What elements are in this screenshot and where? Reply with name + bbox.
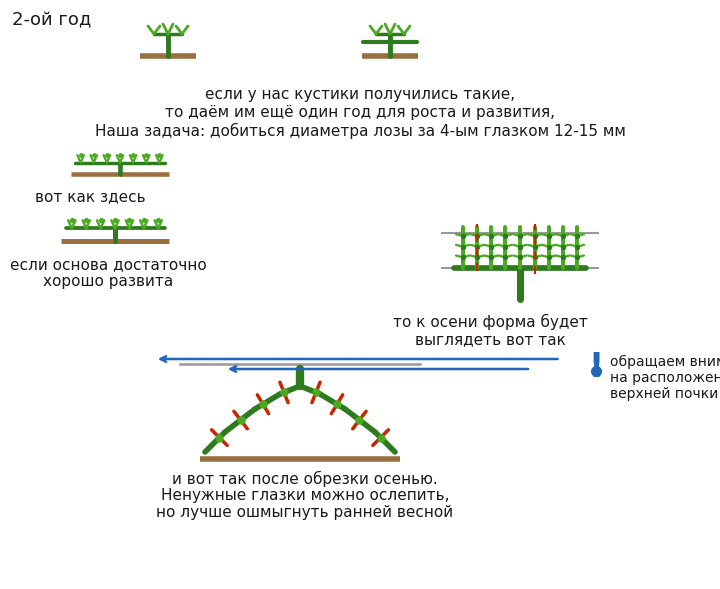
Text: то даём им ещё один год для роста и развития,: то даём им ещё один год для роста и разв… — [165, 105, 555, 120]
Text: вот как здесь: вот как здесь — [35, 189, 145, 204]
Text: но лучше ошмыгнуть ранней весной: но лучше ошмыгнуть ранней весной — [156, 505, 454, 520]
Text: если основа достаточно
хорошо развита: если основа достаточно хорошо развита — [9, 257, 207, 289]
Text: Ненужные глазки можно ослепить,: Ненужные глазки можно ослепить, — [161, 488, 449, 503]
Text: то к осени форма будет
выглядеть вот так: то к осени форма будет выглядеть вот так — [392, 314, 588, 348]
Text: если у нас кустики получились такие,: если у нас кустики получились такие, — [205, 87, 515, 102]
Text: и вот так после обрезки осенью.: и вот так после обрезки осенью. — [172, 471, 438, 487]
Text: обращаем внимание
на расположение
верхней почки: обращаем внимание на расположение верхне… — [610, 355, 720, 402]
Text: Наша задача: добиться диаметра лозы за 4-ым глазком 12-15 мм: Наша задача: добиться диаметра лозы за 4… — [94, 123, 626, 139]
Text: 2-ой год: 2-ой год — [12, 11, 91, 29]
Text: !: ! — [588, 351, 603, 384]
